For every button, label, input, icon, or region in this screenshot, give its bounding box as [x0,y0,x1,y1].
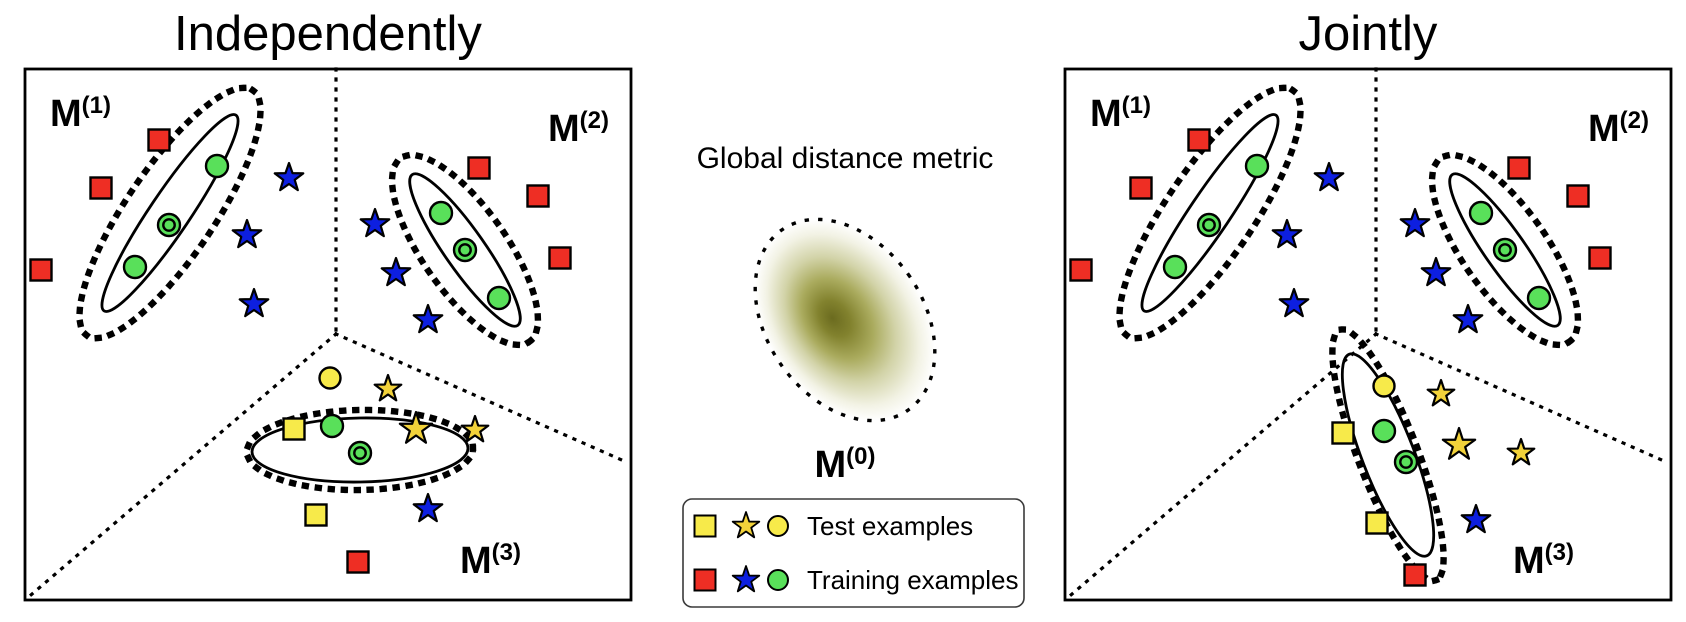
svg-text:Jointly: Jointly [1299,7,1438,61]
svg-text:M(3): M(3) [1513,539,1574,582]
svg-text:M(2): M(2) [548,107,609,150]
svg-text:M(3): M(3) [460,539,521,582]
svg-text:Global distance metric: Global distance metric [697,142,994,175]
svg-text:M(1): M(1) [50,92,111,135]
svg-text:M(0): M(0) [815,443,876,486]
svg-text:Test examples: Test examples [807,511,973,541]
svg-text:M(2): M(2) [1588,107,1649,150]
svg-text:M(1): M(1) [1090,92,1151,135]
svg-text:Training examples: Training examples [807,565,1018,595]
svg-text:Independently: Independently [174,7,482,61]
